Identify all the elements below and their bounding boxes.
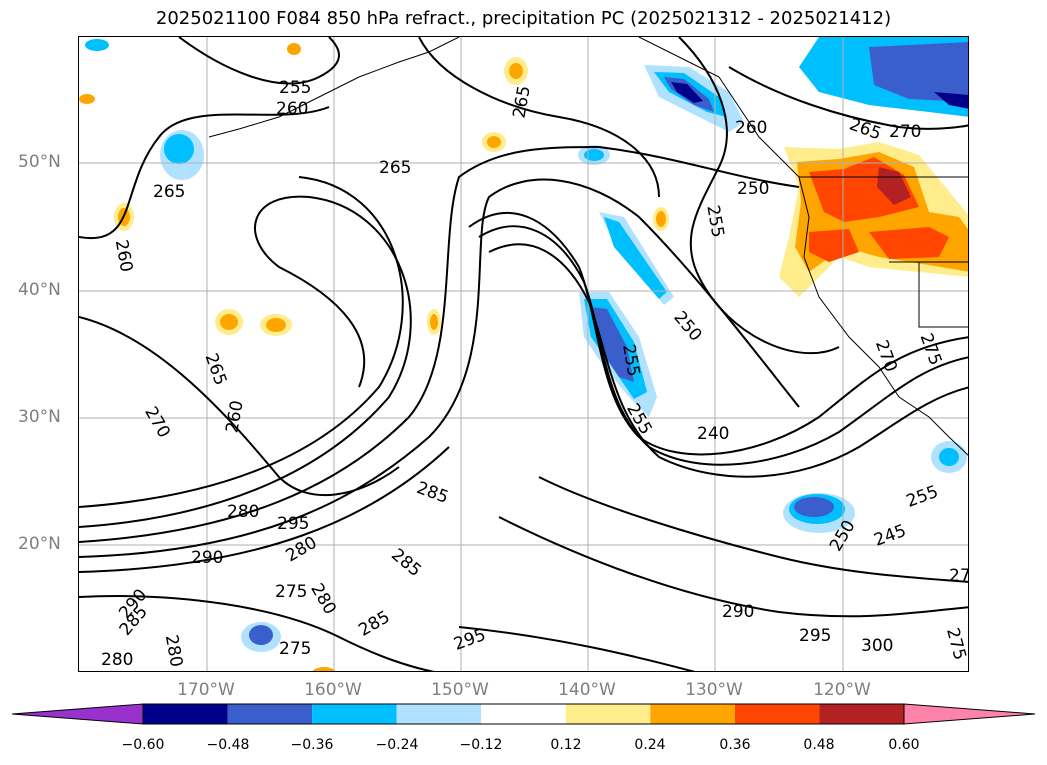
contour-label: 275 bbox=[279, 639, 311, 659]
colorbar-segment bbox=[650, 704, 735, 724]
colorbar-segment bbox=[227, 704, 313, 724]
graticule bbox=[79, 37, 968, 671]
contour-label: 275 bbox=[942, 626, 969, 663]
contour-label: 280 bbox=[101, 650, 133, 670]
colorbar-segment bbox=[396, 704, 482, 724]
colorbar-extension-low bbox=[11, 703, 144, 725]
colorbar-tick-label: 0.48 bbox=[803, 737, 835, 753]
contour-label: 285 bbox=[414, 478, 451, 508]
colorbar-tick-label: −0.36 bbox=[290, 737, 334, 753]
colorbar-tick-label: 0.12 bbox=[550, 737, 582, 753]
contour-label: 255 bbox=[904, 482, 941, 512]
lon-label-130w: 130°W bbox=[685, 680, 743, 700]
lon-label-140w: 140°W bbox=[558, 680, 616, 700]
contour-label: 255 bbox=[702, 204, 727, 239]
map-canvas: 255 260 265 265 260 265 260 270 265 255 … bbox=[79, 37, 969, 671]
contour-label: 280 bbox=[227, 502, 259, 522]
contour-label: 280 bbox=[161, 633, 186, 668]
lat-label-30n: 30°N bbox=[18, 407, 61, 427]
contour-label: 255 bbox=[279, 78, 311, 98]
contour-label: 265 bbox=[846, 114, 883, 144]
coastlines bbox=[208, 37, 968, 456]
contour-label: 265 bbox=[509, 84, 534, 119]
contour-label: 270 bbox=[871, 337, 901, 374]
contour-label: 290 bbox=[722, 602, 754, 622]
colorbar-segment bbox=[734, 704, 820, 724]
contour-label: 275 bbox=[275, 582, 307, 602]
lat-label-50n: 50°N bbox=[18, 152, 61, 172]
contour-label: 285 bbox=[387, 545, 425, 581]
contour-label: 300 bbox=[861, 636, 893, 656]
colorbar-tick-label: −0.48 bbox=[206, 737, 250, 753]
colorbar-tick-label: 0.24 bbox=[634, 737, 666, 753]
colorbar-segment bbox=[819, 704, 904, 724]
contour-label: 295 bbox=[277, 514, 309, 534]
refractivity-contours bbox=[79, 37, 968, 671]
contour-label: 275 bbox=[916, 331, 946, 368]
lat-label-40n: 40°N bbox=[18, 280, 61, 300]
contour-label: 265 bbox=[153, 182, 185, 202]
colorbar-segment bbox=[143, 704, 228, 724]
colorbar-segments bbox=[11, 703, 1036, 725]
lon-label-150w: 150°W bbox=[431, 680, 489, 700]
colorbar-outline bbox=[142, 703, 905, 725]
contour-label: 295 bbox=[451, 625, 488, 655]
contour-label: 260 bbox=[276, 99, 308, 119]
colorbar-tick-label: −0.12 bbox=[459, 737, 503, 753]
contour-label: 265 bbox=[379, 158, 411, 178]
contour-label: 260 bbox=[222, 399, 247, 434]
lon-label-120w: 120°W bbox=[813, 680, 871, 700]
contour-label: 260 bbox=[735, 118, 767, 138]
colorbar-segment bbox=[481, 704, 566, 724]
contour-label: 260 bbox=[111, 238, 136, 273]
contour-label: 265 bbox=[201, 351, 231, 388]
colorbar-extension-high bbox=[903, 703, 1036, 725]
colorbar bbox=[11, 703, 1036, 725]
colorbar-tick-label: −0.60 bbox=[121, 737, 165, 753]
contour-label: 280 bbox=[282, 533, 320, 567]
map-title: 2025021100 F084 850 hPa refract., precip… bbox=[155, 8, 892, 29]
colorbar-tick-label: −0.24 bbox=[375, 737, 419, 753]
colorbar-tick-label: 0.36 bbox=[719, 737, 751, 753]
lat-label-20n: 20°N bbox=[18, 534, 61, 554]
lon-label-170w: 170°W bbox=[177, 680, 235, 700]
contour-label: 240 bbox=[697, 424, 729, 444]
contour-label: 270 bbox=[140, 403, 174, 441]
contour-label: 270 bbox=[889, 122, 921, 142]
contour-label: 290 bbox=[191, 548, 223, 568]
contour-label: 250 bbox=[669, 308, 705, 346]
colorbar-segment bbox=[312, 704, 397, 724]
contour-label: 285 bbox=[355, 607, 393, 641]
contour-label: 280 bbox=[306, 580, 340, 618]
contour-label: 250 bbox=[737, 179, 769, 199]
map-panel: 255 260 265 265 260 265 260 270 265 255 … bbox=[78, 36, 969, 672]
colorbar-segment bbox=[565, 704, 651, 724]
colorbar-tick-label: 0.60 bbox=[888, 737, 920, 753]
contour-label: 295 bbox=[799, 626, 831, 646]
contour-label: 27 bbox=[949, 566, 969, 586]
precip-shading bbox=[79, 37, 968, 671]
contour-label: 245 bbox=[872, 521, 909, 551]
lon-label-160w: 160°W bbox=[304, 680, 362, 700]
